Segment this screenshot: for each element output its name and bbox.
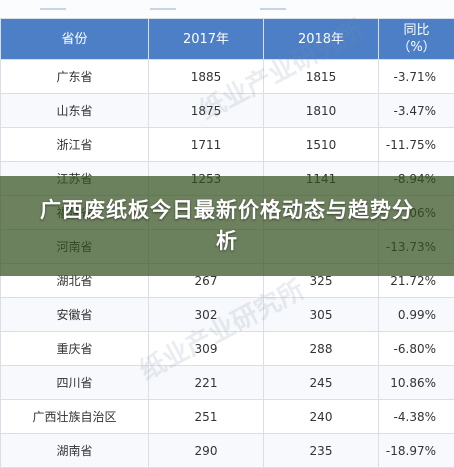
cell-2017: 1885: [149, 60, 264, 94]
cell-2017: 302: [149, 298, 264, 332]
cell-2018: 235: [264, 434, 379, 468]
cell-change: 0.99%: [379, 298, 454, 332]
cell-2018: 1510: [264, 128, 379, 162]
header-change-line1: 同比: [379, 22, 454, 39]
cell-province: 浙江省: [1, 128, 149, 162]
title-banner: 广西废纸板今日最新价格动态与趋势分析: [0, 176, 454, 276]
cell-2017: 221: [149, 366, 264, 400]
cell-2017: 1711: [149, 128, 264, 162]
cell-2018: 288: [264, 332, 379, 366]
cell-province: 湖南省: [1, 434, 149, 468]
cell-province: 广东省: [1, 60, 149, 94]
article-title: 广西废纸板今日最新价格动态与趋势分析: [32, 195, 422, 257]
cell-2017: 290: [149, 434, 264, 468]
header-change-line2: （%）: [379, 39, 454, 56]
cell-province: 四川省: [1, 366, 149, 400]
cell-province: 广西壮族自治区: [1, 400, 149, 434]
strip-mark: [40, 8, 66, 10]
cell-2017: 309: [149, 332, 264, 366]
cell-change: 10.86%: [379, 366, 454, 400]
cell-change: -4.38%: [379, 400, 454, 434]
cell-change: -6.80%: [379, 332, 454, 366]
cell-2018: 240: [264, 400, 379, 434]
cell-2018: 1815: [264, 60, 379, 94]
cell-change: -18.97%: [379, 434, 454, 468]
cell-change: -11.75%: [379, 128, 454, 162]
cell-change: -3.71%: [379, 60, 454, 94]
strip-mark: [150, 8, 176, 10]
cell-2018: 245: [264, 366, 379, 400]
cell-province: 山东省: [1, 94, 149, 128]
cell-province: 重庆省: [1, 332, 149, 366]
cell-province: 安徽省: [1, 298, 149, 332]
cell-change: -3.47%: [379, 94, 454, 128]
strip-mark: [260, 8, 286, 10]
cell-2017: 1875: [149, 94, 264, 128]
header-2018: 2018年: [264, 19, 379, 60]
cell-2018: 305: [264, 298, 379, 332]
cell-2017: 251: [149, 400, 264, 434]
header-2017: 2017年: [149, 19, 264, 60]
header-province: 省份: [1, 19, 149, 60]
header-change: 同比 （%）: [379, 19, 454, 60]
cell-2018: 1810: [264, 94, 379, 128]
top-strip: [0, 0, 454, 19]
table-header-row: 省份 2017年 2018年 同比 （%）: [1, 19, 454, 60]
